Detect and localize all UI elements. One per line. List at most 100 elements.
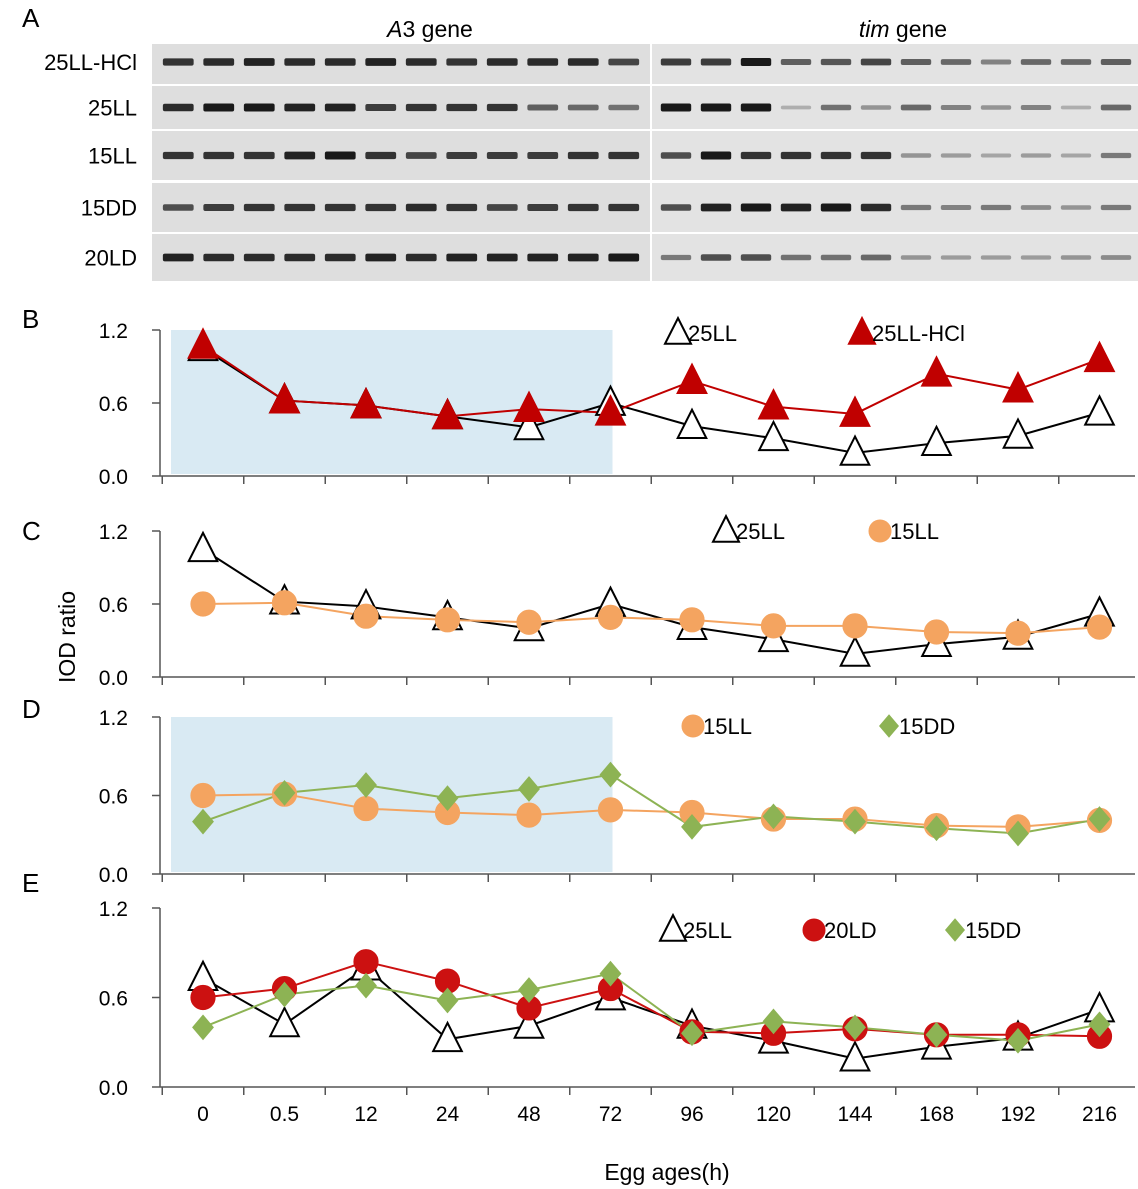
gel-band-tim: [900, 59, 932, 65]
data-point-25ll: [1083, 394, 1116, 426]
gel-band-tim: [660, 58, 692, 66]
data-point-15dd: [844, 1014, 866, 1041]
gel-band-a3: [203, 58, 235, 66]
gel-band-a3: [486, 204, 518, 211]
gel-band-tim: [780, 105, 812, 110]
data-point-25ll-hcl: [757, 388, 790, 420]
data-point-15ll: [516, 609, 542, 635]
gel-title-a3-italic: A: [385, 16, 402, 42]
gel-band-a3: [527, 253, 559, 262]
line-chart-panels: B 0.0 0.6 1.2 25LL 25LL-HCl C 0.0 0.6 1.2 IOD rati…: [22, 304, 1135, 1185]
gel-band-tim: [900, 204, 932, 211]
gel-band-tim: [780, 203, 812, 212]
gel-band-a3: [567, 104, 599, 111]
y-tick-label: 1.2: [99, 707, 128, 730]
gel-band-tim: [980, 153, 1012, 158]
data-point-15dd: [518, 776, 540, 802]
gel-band-a3: [162, 253, 194, 262]
gel-title-tim-italic: tim: [859, 16, 890, 42]
data-point-15dd: [762, 1008, 785, 1035]
gel-band-tim: [780, 254, 812, 261]
panel-label-a: A: [22, 3, 40, 33]
data-point-25ll-hcl: [431, 397, 464, 430]
x-tick-label: 72: [599, 1103, 622, 1126]
series-line-15ll: [202, 601, 1100, 635]
gel-band-tim: [820, 58, 852, 66]
gel-strip-a3: [152, 131, 650, 180]
data-point-15ll: [434, 607, 461, 633]
data-point-15ll: [1005, 620, 1031, 646]
gel-band-tim: [1060, 59, 1092, 65]
gel-band-a3: [324, 151, 356, 160]
gel-band-tim: [1020, 105, 1052, 110]
gel-band-a3: [203, 204, 235, 211]
gel-band-tim: [1060, 255, 1092, 260]
data-point-25ll: [757, 419, 790, 452]
y-tick-label: 0.0: [99, 1077, 128, 1100]
gel-band-a3: [162, 103, 194, 112]
data-point-15dd: [355, 972, 377, 999]
gel-band-tim: [780, 151, 812, 160]
gel-band-tim: [1060, 105, 1092, 110]
gel-band-a3: [162, 58, 194, 66]
gel-band-a3: [365, 104, 397, 111]
data-point-15ll: [923, 619, 950, 645]
x-tick-label: 0: [197, 1103, 209, 1126]
data-point-25ll-hcl: [1002, 371, 1034, 403]
data-point-15ll: [190, 591, 216, 617]
gel-row-label: 25LL-HCl: [44, 50, 137, 75]
gel-band-tim: [660, 204, 692, 211]
gel-band-tim: [1100, 104, 1132, 111]
data-point-15dd: [355, 772, 377, 798]
gel-band-a3: [405, 152, 437, 159]
gel-strip-tim: [652, 234, 1138, 281]
gel-row-label: 20LD: [84, 246, 137, 271]
gel-band-a3: [527, 204, 559, 211]
data-point-15dd: [1088, 1011, 1111, 1038]
legend-label-15dd: 15DD: [899, 714, 955, 739]
panel-label-d: D: [22, 694, 41, 724]
gel-band-a3: [608, 104, 640, 111]
gel-band-tim: [860, 254, 892, 261]
gel-band-tim: [1060, 153, 1092, 158]
gel-strip-tim: [652, 131, 1138, 180]
legend-marker-20ld: [802, 918, 826, 942]
gel-band-tim: [1020, 255, 1052, 260]
series-line-15ll: [202, 793, 1100, 828]
gel-band-a3: [203, 151, 235, 160]
data-point-15dd: [599, 761, 622, 788]
legend-label-15ll: 15LL: [890, 519, 939, 544]
series-line-15dd: [202, 773, 1100, 835]
data-point-15dd: [1007, 1027, 1029, 1054]
gel-band-tim: [700, 151, 732, 160]
gel-band-a3: [486, 152, 518, 159]
gel-band-tim: [900, 104, 932, 111]
legend-label-15dd: 15DD: [965, 918, 1021, 943]
gel-band-a3: [365, 203, 397, 212]
gel-band-tim: [980, 105, 1012, 110]
data-point-25ll: [513, 1007, 545, 1039]
gel-band-a3: [446, 58, 478, 66]
chart-panel-c: C 0.0 0.6 1.2 IOD ratio 25LL 15LL: [22, 513, 1135, 690]
data-point-15ll: [353, 603, 379, 629]
x-tick-label: 24: [436, 1103, 460, 1126]
y-axis-title: IOD ratio: [54, 591, 80, 683]
gel-band-a3: [567, 203, 599, 212]
gel-band-tim: [860, 203, 892, 212]
gel-strip-a3: [152, 86, 650, 129]
gel-band-a3: [608, 253, 640, 262]
data-point-20ld: [353, 949, 379, 975]
data-point-15dd: [681, 1020, 703, 1047]
gel-title-a3-rest: 3 gene: [402, 16, 472, 42]
y-tick-label: 0.0: [99, 667, 128, 690]
gel-band-tim: [660, 254, 692, 261]
gel-band-tim: [700, 58, 732, 66]
gel-band-a3: [284, 103, 316, 112]
data-point-15ll: [516, 802, 542, 828]
data-point-25ll: [839, 434, 871, 466]
gel-band-tim: [1100, 152, 1132, 159]
data-point-15ll: [679, 607, 705, 633]
chart-panel-d: D 0.0 0.6 1.2 15LL 15DD: [22, 694, 1135, 887]
gel-band-a3: [203, 253, 235, 262]
legend-label-15ll: 15LL: [703, 714, 752, 739]
